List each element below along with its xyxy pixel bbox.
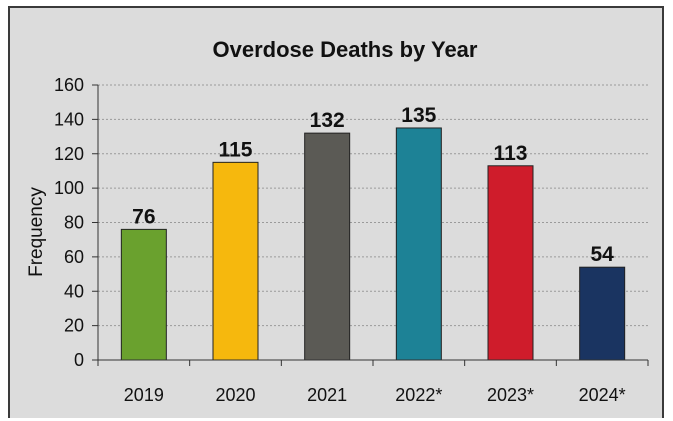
x-tick-label: 2019 [124, 385, 164, 405]
bar-2021 [304, 132, 351, 361]
x-tick-label: 2023* [487, 385, 534, 405]
x-tick-label: 2020 [215, 385, 255, 405]
y-tick-label: 60 [64, 247, 84, 267]
y-tick-label: 20 [64, 316, 84, 336]
bar-2023 [487, 165, 534, 361]
chart-title: Overdose Deaths by Year [213, 37, 478, 62]
bar-2020 [212, 161, 259, 361]
data-label: 135 [401, 104, 436, 127]
bar-2019 [120, 228, 167, 361]
y-tick-label: 0 [74, 350, 84, 370]
data-label: 76 [132, 205, 155, 228]
x-axis: 2019 2020 2021 2022* 2023* 2024* [97, 359, 649, 405]
x-tick-label: 2024* [579, 385, 626, 405]
y-tick-label: 160 [54, 75, 84, 95]
data-label: 113 [494, 142, 528, 165]
y-axis-label: Frequency [26, 187, 47, 277]
y-tick-label: 140 [54, 109, 84, 129]
gridlines [98, 84, 648, 327]
data-label: 115 [219, 138, 253, 161]
data-label: 54 [590, 243, 614, 266]
bar-2024 [579, 266, 626, 361]
y-tick-label: 120 [54, 144, 84, 164]
y-tick-label: 100 [54, 178, 84, 198]
bars: 76 115 132 135 113 54 [120, 104, 626, 361]
y-tick-label: 80 [64, 213, 84, 233]
y-axis: 0 20 40 60 80 100 120 140 160 [54, 75, 99, 370]
x-tick-label: 2022* [395, 385, 442, 405]
y-tick-label: 40 [64, 281, 84, 301]
x-tick-label: 2021 [307, 385, 347, 405]
bar-2022 [395, 127, 442, 361]
data-label: 132 [310, 109, 345, 132]
